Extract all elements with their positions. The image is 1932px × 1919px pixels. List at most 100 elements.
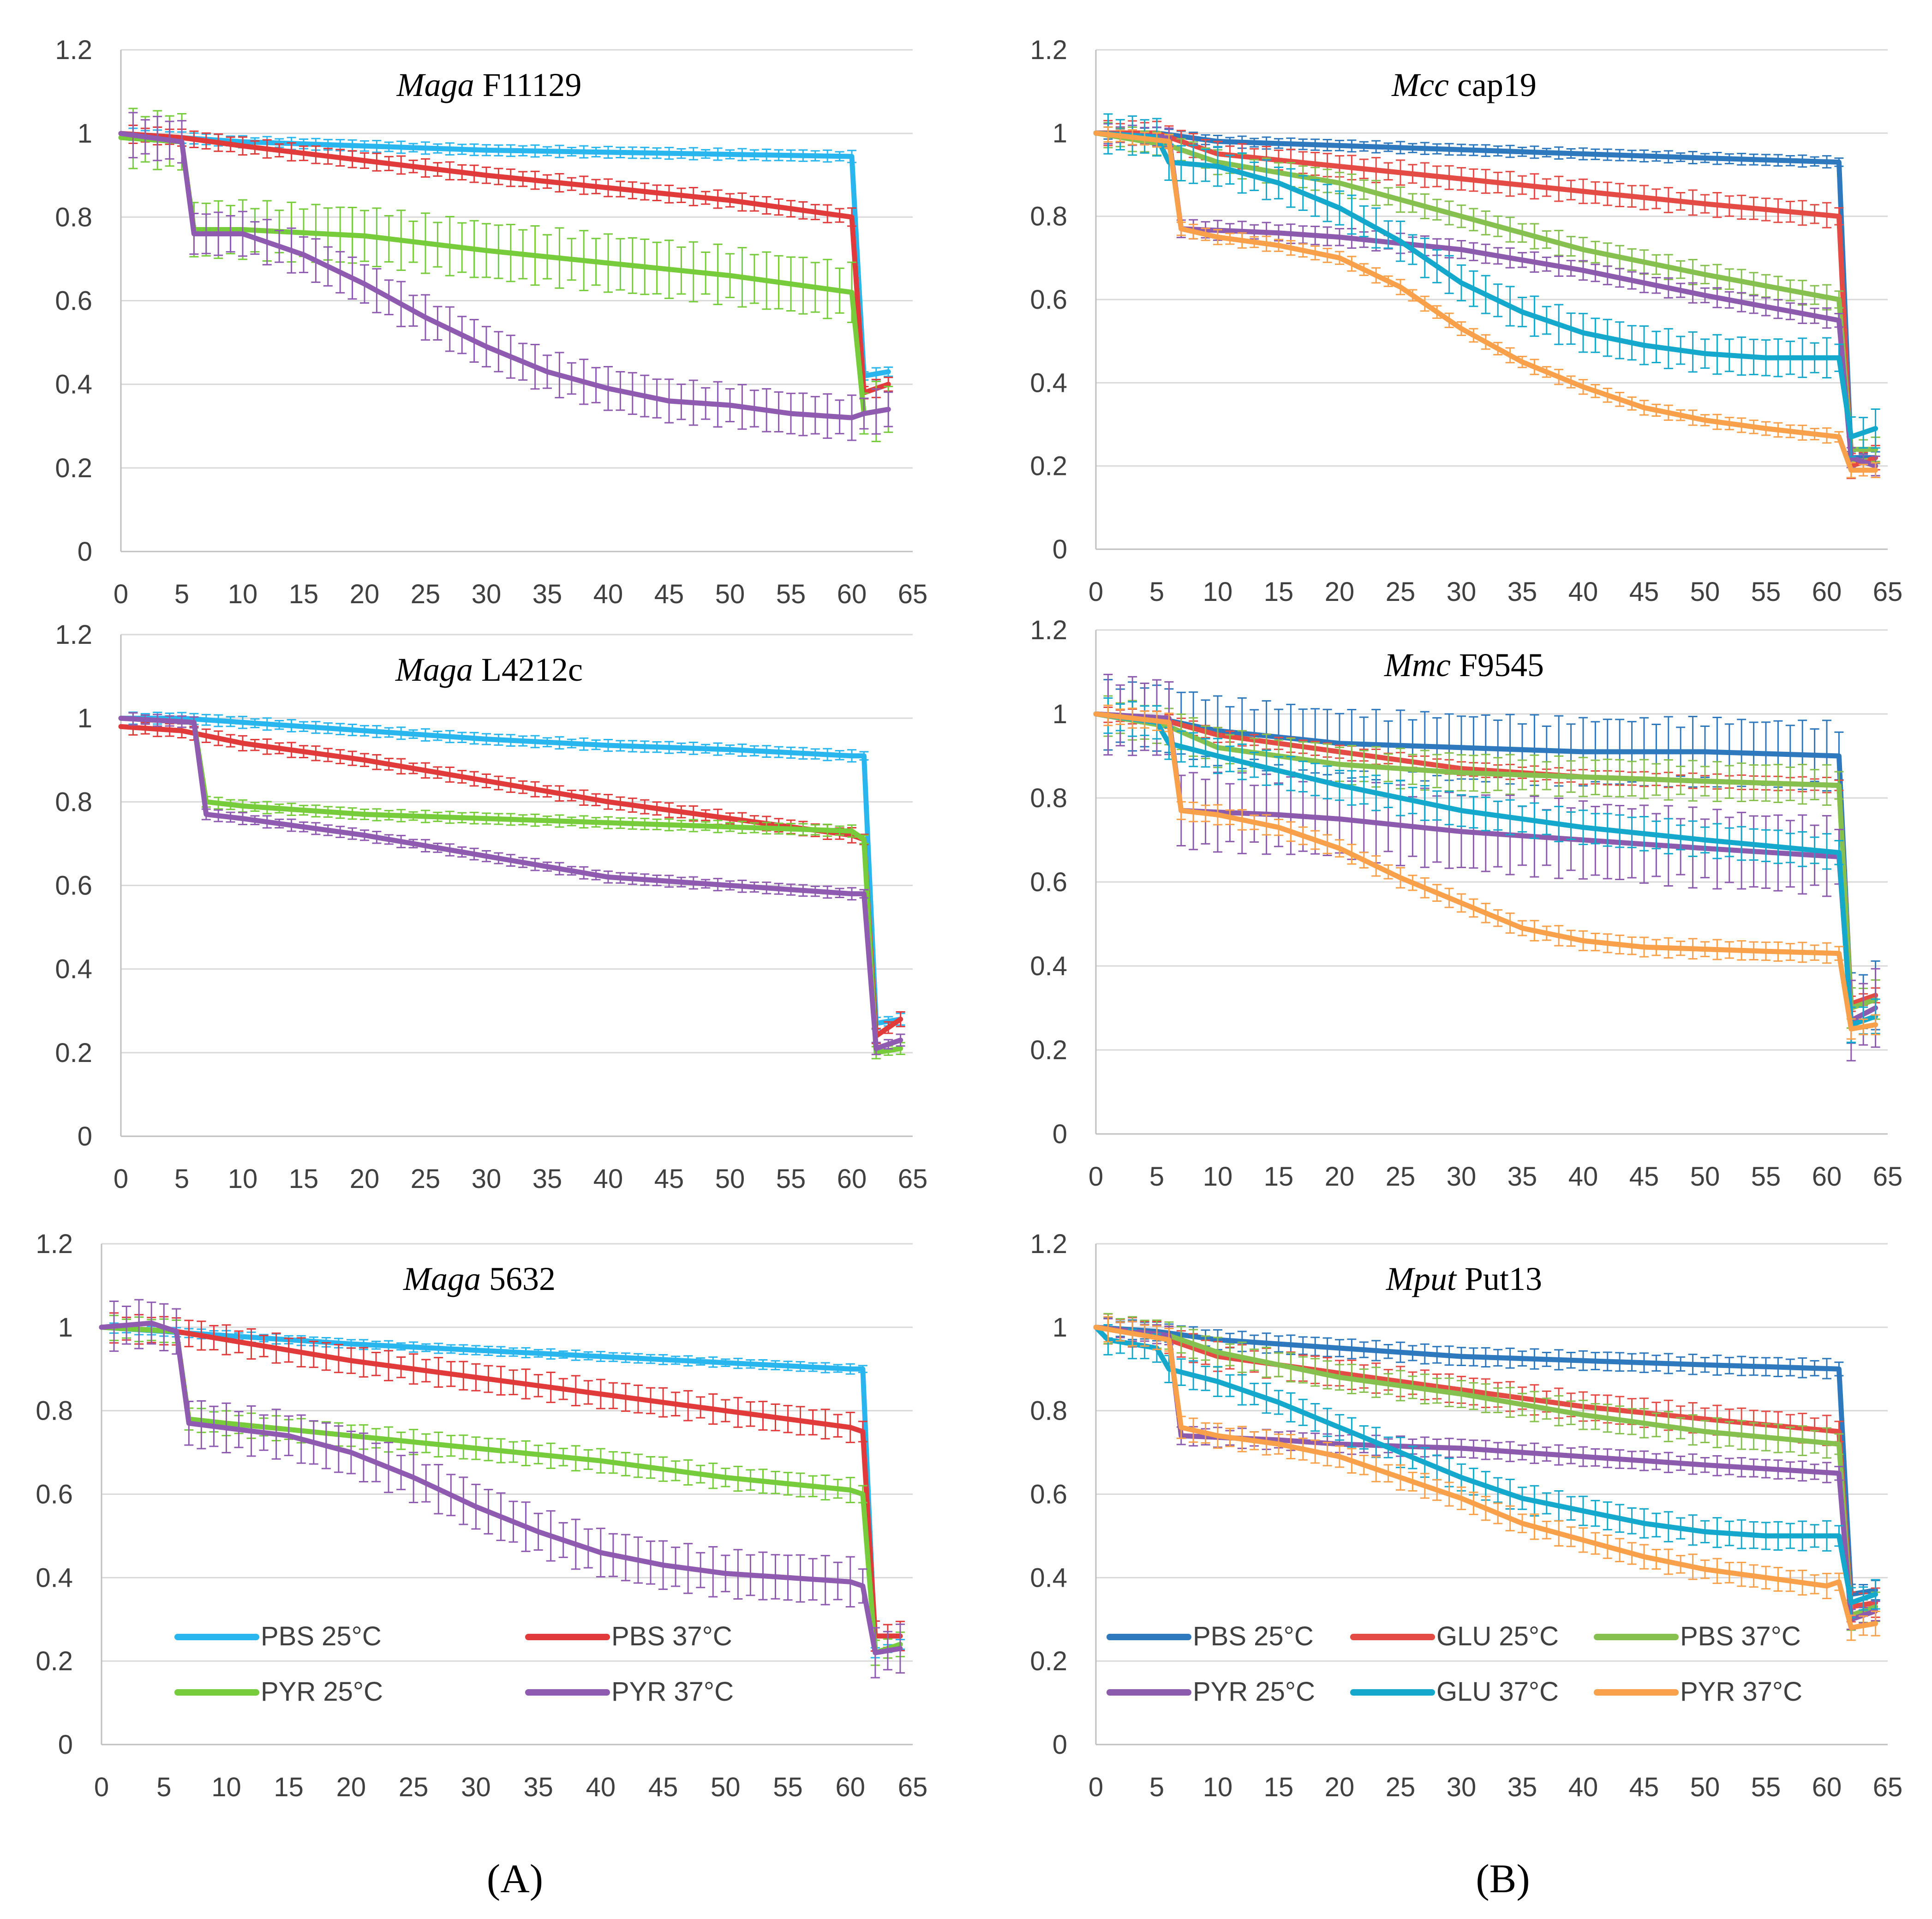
y-tick-label: 0 bbox=[78, 537, 92, 567]
x-tick-label: 50 bbox=[715, 579, 745, 609]
x-tick-label: 45 bbox=[648, 1772, 678, 1802]
chart-b3: 0 0.2 0.4 0.6 0.8 1 1.2 0 5 10 15 20 25 30 35 40 45 50 55 6… bbox=[1030, 1229, 1902, 1802]
series-pbs-25-c bbox=[99, 1322, 905, 1659]
x-tick-label: 15 bbox=[1264, 577, 1294, 607]
x-tick-label: 10 bbox=[228, 1164, 258, 1194]
x-tick-label: 30 bbox=[1447, 1162, 1477, 1192]
x-tick-label: 35 bbox=[1507, 1772, 1537, 1802]
chart-a2: 0 0.2 0.4 0.6 0.8 1 1.2 0 5 10 15 20 25 30 35 40 45 50 55 6… bbox=[55, 620, 927, 1194]
chart-title: Mcc cap19 bbox=[1391, 66, 1537, 103]
x-tick-label: 5 bbox=[1149, 1162, 1164, 1192]
y-tick-label: 1.2 bbox=[1030, 1229, 1067, 1259]
legend: PBS 25°C PBS 37°C PYR 25°C PYR 37°C bbox=[174, 1621, 734, 1707]
x-tick-label: 10 bbox=[211, 1772, 241, 1802]
x-tick-label: 55 bbox=[1751, 1772, 1781, 1802]
x-tick-label: 30 bbox=[1447, 1772, 1477, 1802]
y-tick-label: 0.4 bbox=[1030, 1563, 1067, 1593]
y-tick-label: 0.2 bbox=[1030, 1646, 1067, 1676]
series-line bbox=[118, 131, 891, 396]
x-tick-label: 55 bbox=[776, 579, 806, 609]
x-tick-label: 30 bbox=[472, 1164, 502, 1194]
y-tick-label: 1 bbox=[1053, 118, 1067, 148]
x-tick-label: 20 bbox=[1325, 1772, 1355, 1802]
x-tick-label: 15 bbox=[289, 1164, 319, 1194]
chart-title: Maga 5632 bbox=[403, 1260, 556, 1297]
x-tick-label: 45 bbox=[1629, 577, 1659, 607]
x-tick-label: 40 bbox=[1568, 1162, 1598, 1192]
x-tick-label: 55 bbox=[1751, 1162, 1781, 1192]
x-tick-label: 5 bbox=[156, 1772, 171, 1802]
series-pbs-37-c bbox=[99, 1312, 905, 1652]
y-tick-label: 0.8 bbox=[55, 202, 92, 232]
x-tick-label: 15 bbox=[274, 1772, 304, 1802]
x-tick-label: 55 bbox=[773, 1772, 803, 1802]
series-pyr-37-c bbox=[1093, 704, 1880, 1040]
x-tick-label: 0 bbox=[114, 1164, 128, 1194]
x-tick-label: 30 bbox=[461, 1772, 491, 1802]
x-tick-label: 0 bbox=[1089, 577, 1103, 607]
y-tick-label: 1.2 bbox=[1030, 35, 1067, 65]
y-tick-label: 0.2 bbox=[1030, 451, 1067, 481]
y-tick-label: 0 bbox=[58, 1730, 73, 1760]
series-line bbox=[118, 715, 903, 1051]
chart-title: Maga L4212c bbox=[395, 651, 583, 688]
y-tick-label: 0.8 bbox=[36, 1396, 73, 1426]
x-tick-label: 0 bbox=[1089, 1772, 1103, 1802]
legend-label: PBS 37°C bbox=[611, 1621, 732, 1651]
series-line bbox=[1093, 711, 1878, 1031]
x-tick-label: 40 bbox=[586, 1772, 616, 1802]
x-tick-label: 25 bbox=[1386, 577, 1416, 607]
legend-label: PBS 25°C bbox=[261, 1621, 382, 1651]
series-pbs-37-c bbox=[118, 719, 905, 1044]
chart-b2: 0 0.2 0.4 0.6 0.8 1 1.2 0 5 10 15 20 25 30 35 40 45 50 55 6… bbox=[1030, 615, 1902, 1192]
chart-b1: 0 0.2 0.4 0.6 0.8 1 1.2 0 5 10 15 20 25 30 35 40 45 50 55 6… bbox=[1030, 35, 1902, 607]
y-tick-label: 0 bbox=[78, 1121, 92, 1151]
x-tick-label: 50 bbox=[715, 1164, 745, 1194]
x-tick-label: 35 bbox=[1507, 577, 1537, 607]
x-tick-label: 60 bbox=[837, 1164, 867, 1194]
y-tick-label: 0.6 bbox=[36, 1480, 73, 1510]
series-line bbox=[1093, 130, 1878, 439]
x-tick-label: 50 bbox=[711, 1772, 741, 1802]
x-tick-label: 0 bbox=[114, 579, 128, 609]
y-tick-label: 0.6 bbox=[1030, 285, 1067, 315]
chart-title: Mmc F9545 bbox=[1384, 647, 1544, 684]
x-tick-label: 5 bbox=[1149, 577, 1164, 607]
x-tick-label: 10 bbox=[228, 579, 258, 609]
y-tick-label: 0 bbox=[1053, 1119, 1067, 1149]
series-line bbox=[1093, 130, 1878, 473]
x-tick-label: 15 bbox=[1264, 1772, 1294, 1802]
chart-panels: 00.20.40.60.811.20 5 10 15 20 25 30 35 40 45 50 55 6… bbox=[36, 35, 1902, 1802]
y-tick-label: 1 bbox=[1053, 1313, 1067, 1343]
chart-a1: 0 0.2 0.4 0.6 0.8 1 1.2 0 5 10 15 20 25 30 35 40 45 50 55 6… bbox=[55, 35, 927, 609]
y-tick-label: 0.6 bbox=[1030, 867, 1067, 897]
x-tick-label: 20 bbox=[350, 1164, 380, 1194]
x-tick-label: 40 bbox=[1568, 577, 1598, 607]
y-tick-label: 1 bbox=[78, 703, 92, 733]
x-tick-label: 5 bbox=[174, 579, 189, 609]
y-tick-label: 0.6 bbox=[55, 286, 92, 316]
x-tick-label: 30 bbox=[472, 579, 502, 609]
series-line bbox=[1093, 130, 1878, 469]
y-tick-label: 1 bbox=[78, 119, 92, 149]
x-tick-label: 60 bbox=[1812, 1772, 1842, 1802]
y-tick-label: 0.2 bbox=[1030, 1035, 1067, 1065]
x-tick-label: 20 bbox=[1325, 1162, 1355, 1192]
x-tick-label: 60 bbox=[1812, 577, 1842, 607]
series-glu-25-c bbox=[1093, 120, 1880, 480]
y-tick-label: 1 bbox=[1053, 699, 1067, 729]
x-tick-label: 60 bbox=[837, 579, 867, 609]
y-tick-label: 1 bbox=[58, 1313, 73, 1343]
series-pyr-37-c bbox=[1093, 126, 1880, 479]
x-tick-label: 65 bbox=[898, 1772, 928, 1802]
y-tick-label: 0.8 bbox=[1030, 783, 1067, 813]
x-tick-label: 50 bbox=[1690, 1162, 1720, 1192]
y-tick-label: 0.8 bbox=[55, 787, 92, 817]
x-tick-label: 25 bbox=[399, 1772, 429, 1802]
series-line bbox=[118, 131, 891, 420]
x-tick-label: 45 bbox=[1629, 1772, 1659, 1802]
legend-label: PYR 37°C bbox=[611, 1677, 734, 1707]
y-tick-label: 0.8 bbox=[1030, 1396, 1067, 1426]
chart-a3: 0 0.2 0.4 0.6 0.8 1 1.2 0 5 10 15 20 25 30 35 40 45 50 55 6… bbox=[36, 1229, 927, 1802]
